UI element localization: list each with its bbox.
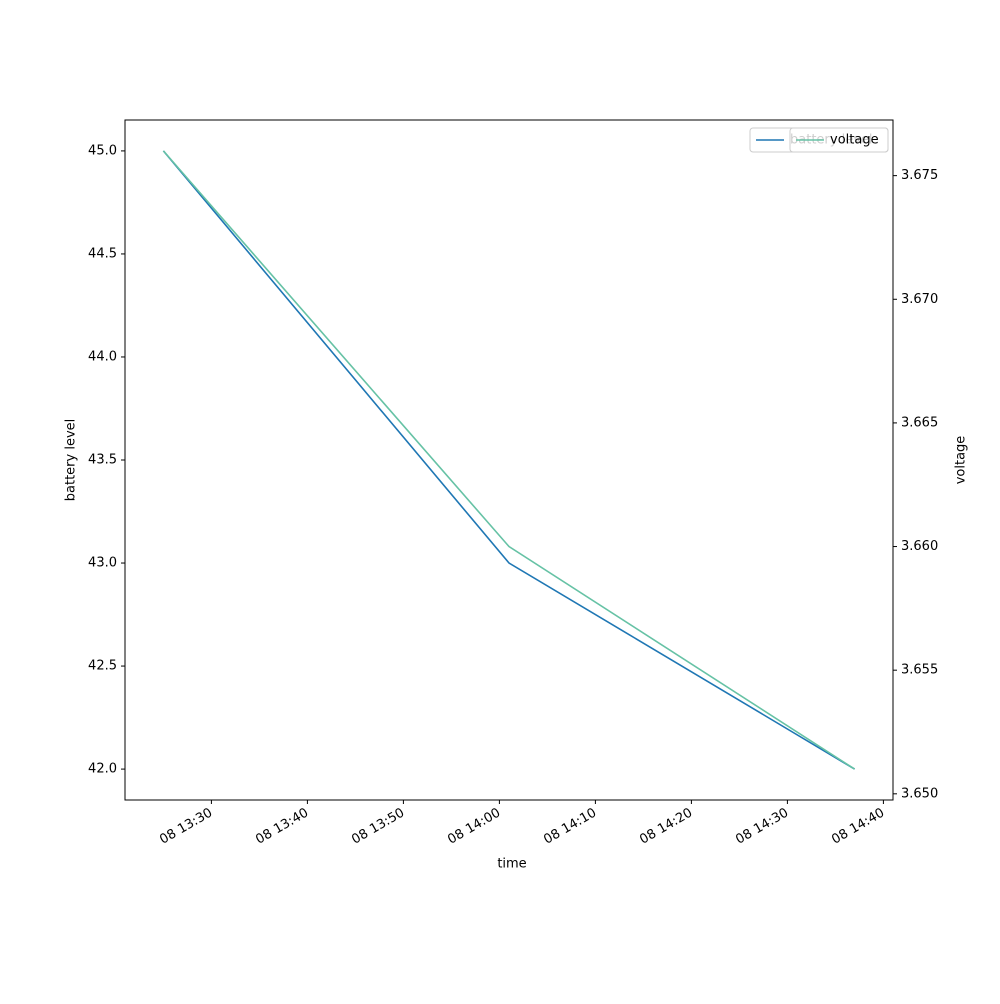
x-tick-label: 08 14:00 — [445, 806, 503, 848]
x-tick-label: 08 13:50 — [349, 806, 407, 848]
y-tick-label: 43.0 — [88, 556, 117, 571]
x-tick-label: 08 14:40 — [829, 806, 887, 848]
y2-tick-label: 3.665 — [901, 415, 938, 430]
y-tick-label: 43.5 — [88, 453, 117, 468]
x-tick-label: 08 13:40 — [253, 806, 311, 848]
y2-axis-label: voltage — [954, 436, 969, 485]
y2-tick-label: 3.655 — [901, 663, 938, 678]
x-tick-label: 08 14:10 — [541, 806, 599, 848]
series-line — [162, 150, 856, 770]
x-tick-label: 08 14:20 — [637, 806, 695, 848]
y-axis-label: battery level — [64, 419, 79, 502]
legend-label: voltage — [830, 133, 879, 148]
y2-tick-label: 3.650 — [901, 786, 938, 801]
plot-frame — [124, 119, 894, 801]
y-tick-label: 45.0 — [88, 143, 117, 158]
x-tick-label: 08 13:30 — [157, 806, 215, 848]
y-tick-label: 44.0 — [88, 349, 117, 364]
y2-tick-label: 3.670 — [901, 292, 938, 307]
y-tick-label: 42.0 — [88, 762, 117, 777]
y2-tick-label: 3.660 — [901, 539, 938, 554]
y2-tick-label: 3.675 — [901, 168, 938, 183]
y-tick-label: 42.5 — [88, 659, 117, 674]
x-axis-label: time — [497, 857, 526, 872]
y-tick-label: 44.5 — [88, 246, 117, 261]
legend-box — [789, 127, 889, 153]
x-tick-label: 08 14:30 — [733, 806, 791, 848]
series-line — [162, 150, 856, 770]
